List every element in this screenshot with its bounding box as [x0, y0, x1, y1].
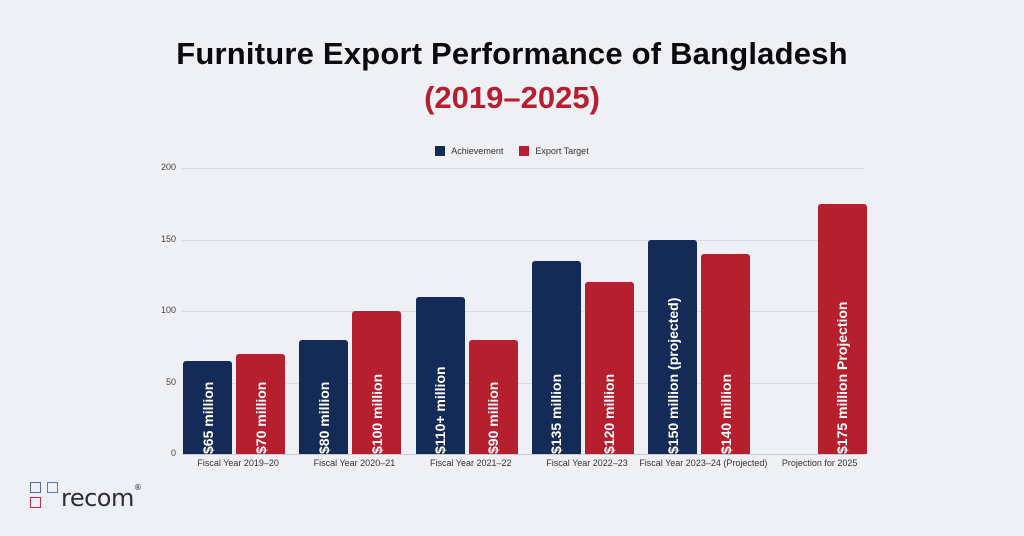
bar-value-label: $70 million [252, 381, 269, 454]
y-tick-label: 200 [160, 162, 176, 172]
chart-subtitle: (2019–2025) [424, 80, 600, 115]
legend-label: Export Target [535, 146, 589, 156]
bar-export-target[interactable]: $100 million [352, 311, 402, 454]
x-tick-label: Fiscal Year 2023–24 (Projected) [639, 458, 768, 468]
x-tick-label: Fiscal Year 2022–23 [546, 458, 628, 468]
x-axis-line [182, 454, 865, 455]
bar-achievement[interactable]: $65 million [183, 361, 232, 454]
gridline [182, 168, 865, 169]
recom-logo: recom® [30, 482, 142, 512]
x-tick-label: Fiscal Year 2019–20 [197, 458, 279, 468]
logo-mark-icon [30, 482, 60, 508]
bar-achievement[interactable]: $150 million (projected) [648, 239, 698, 454]
bar-achievement[interactable]: $80 million [299, 339, 349, 454]
y-tick-label: 50 [165, 376, 176, 387]
chart-legend: Achievement Export Target [0, 146, 1024, 156]
legend-swatch-achievement [435, 146, 446, 156]
bar-export-target[interactable]: $120 million [584, 282, 634, 454]
y-tick-label: 0 [170, 448, 176, 458]
bar-achievement[interactable]: $135 million [531, 260, 581, 454]
bar-value-label: $175 million Projection [834, 301, 850, 455]
y-tick-label: 100 [160, 305, 176, 315]
bar-export-target[interactable]: $175 million Projection [817, 203, 867, 455]
bar-export-target[interactable]: $90 million [468, 339, 518, 454]
bar-value-label: $80 million [315, 381, 332, 454]
bar-achievement[interactable]: $110+ million [415, 296, 465, 454]
bar-value-label: $135 million [548, 373, 565, 454]
x-tick-label: Fiscal Year 2020–21 [313, 458, 396, 468]
bar-value-label: $150 million (projected) [664, 297, 681, 454]
x-tick-label: Fiscal Year 2021–22 [429, 458, 512, 468]
legend-swatch-export-target [519, 146, 530, 156]
legend-item-achievement[interactable]: Achievement [435, 146, 503, 156]
chart-title: Furniture Export Performance of Banglade… [176, 36, 848, 71]
bar-value-label: $65 million [199, 381, 216, 454]
gridline [182, 382, 865, 384]
gridline [182, 311, 865, 312]
legend-item-export-target[interactable]: Export Target [519, 146, 589, 156]
gridline [182, 239, 865, 241]
bar-export-target[interactable]: $70 million [236, 353, 285, 454]
bar-value-label: $140 million [717, 373, 734, 454]
bar-value-label: $110+ million [432, 366, 449, 454]
legend-label: Achievement [451, 146, 504, 156]
logo-text: recom® [61, 483, 142, 512]
x-tick-label: Projection for 2025 [781, 458, 858, 468]
bar-value-label: $100 million [368, 373, 385, 454]
bar-value-label: $120 million [601, 373, 618, 454]
y-tick-label: 150 [160, 233, 176, 244]
bar-value-label: $90 million [485, 381, 502, 454]
bar-export-target[interactable]: $140 million [701, 253, 751, 454]
